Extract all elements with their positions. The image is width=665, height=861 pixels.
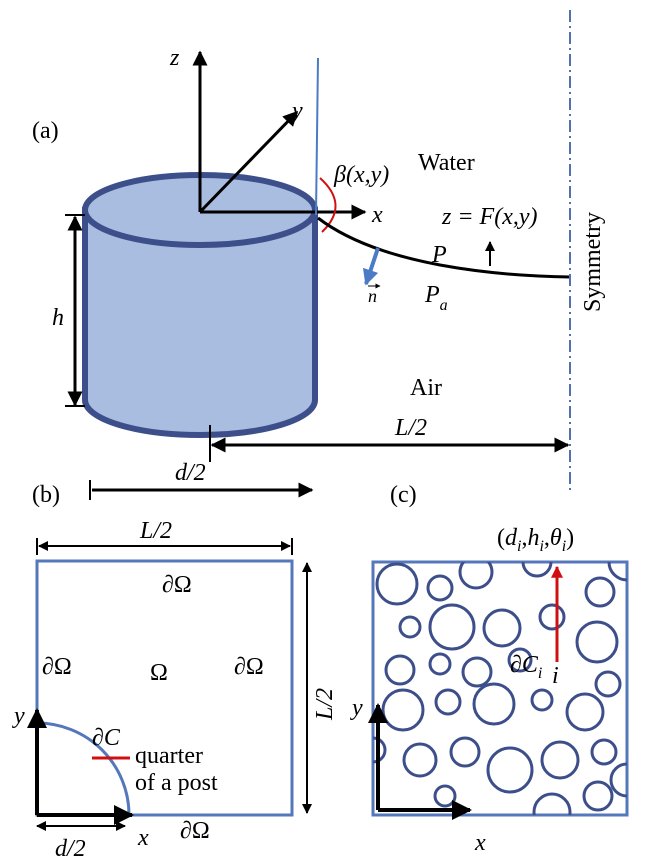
domain-label: Ω bbox=[150, 660, 168, 686]
pressure-label: Pa bbox=[424, 282, 448, 314]
pressure-label: P bbox=[431, 242, 447, 268]
post bbox=[586, 578, 614, 606]
panel-label: (c) bbox=[390, 482, 417, 508]
panel-c: (c) (di,hi,θi) ∂Ci i y x bbox=[350, 482, 645, 856]
post bbox=[532, 690, 552, 710]
phase-label: Water bbox=[418, 150, 475, 176]
boundary-label: ∂Ω bbox=[42, 654, 72, 680]
axis-label: z bbox=[169, 45, 180, 71]
post bbox=[584, 782, 612, 810]
post bbox=[474, 684, 514, 724]
text: θ bbox=[550, 525, 562, 551]
symmetry-label: Symmetry bbox=[580, 212, 606, 312]
post bbox=[463, 658, 491, 686]
post-label: ∂C bbox=[92, 725, 121, 751]
post bbox=[404, 744, 436, 776]
boundary-label: ∂Ω bbox=[234, 654, 264, 680]
post bbox=[488, 748, 532, 792]
figure: (a) z y x β(x,y) Water z = F(x,y) P Pa n… bbox=[0, 0, 665, 861]
tangent-line bbox=[316, 58, 318, 215]
normal-label: n bbox=[368, 286, 377, 306]
angle-label: β(x,y) bbox=[333, 162, 389, 188]
panel-a: (a) z y x β(x,y) Water z = F(x,y) P Pa n… bbox=[32, 10, 606, 500]
post bbox=[386, 656, 414, 684]
boundary-label: ∂Ω bbox=[180, 818, 210, 844]
axis-label: x bbox=[137, 825, 149, 851]
post bbox=[534, 794, 570, 830]
normal-arrow bbox=[366, 248, 378, 284]
diameter-label: d/2 bbox=[175, 460, 206, 486]
post bbox=[428, 576, 452, 600]
post-label: ∂Ci bbox=[510, 652, 542, 682]
radius-label: d/2 bbox=[55, 836, 86, 861]
boundary-label: ∂Ω bbox=[162, 572, 192, 598]
panel-label: (a) bbox=[32, 118, 59, 144]
post bbox=[577, 622, 617, 662]
axis-label: x bbox=[371, 202, 383, 228]
phase-label: Air bbox=[410, 375, 442, 401]
axis-label: y bbox=[350, 695, 363, 721]
post bbox=[540, 605, 564, 629]
text: h bbox=[527, 525, 539, 551]
axis-label: x bbox=[474, 830, 486, 856]
post bbox=[430, 605, 474, 649]
posts bbox=[361, 544, 645, 830]
post bbox=[596, 672, 620, 696]
spacing-label: L/2 bbox=[394, 415, 427, 441]
note: of a post bbox=[135, 770, 218, 796]
axis-label: y bbox=[12, 703, 25, 729]
post bbox=[451, 738, 479, 766]
text: ( bbox=[497, 525, 505, 551]
post bbox=[435, 786, 455, 806]
post bbox=[592, 740, 616, 764]
post bbox=[400, 617, 420, 637]
text: ∂C bbox=[510, 652, 539, 678]
post bbox=[430, 654, 450, 674]
panel-label: (b) bbox=[32, 482, 60, 508]
surface-label: z = F(x,y) bbox=[441, 204, 537, 230]
text: a bbox=[440, 297, 448, 314]
axis-label: y bbox=[290, 98, 303, 124]
post bbox=[383, 690, 423, 730]
post bbox=[377, 564, 417, 604]
height-label: h bbox=[52, 305, 64, 331]
index-label: i bbox=[552, 663, 559, 689]
post bbox=[542, 742, 578, 778]
note: quarter bbox=[135, 743, 203, 769]
param-label: (di,hi,θi) bbox=[497, 525, 574, 555]
text: i bbox=[538, 665, 542, 682]
height-label: L/2 bbox=[312, 688, 338, 721]
post bbox=[484, 610, 520, 646]
text: ) bbox=[566, 525, 574, 551]
text: P bbox=[424, 282, 440, 308]
post bbox=[436, 690, 460, 714]
width-label: L/2 bbox=[139, 518, 172, 544]
panel-b: (b) L/2 ∂Ω ∂Ω Ω ∂Ω L/2 y ∂C quarter of a… bbox=[12, 482, 338, 861]
post bbox=[567, 694, 603, 730]
